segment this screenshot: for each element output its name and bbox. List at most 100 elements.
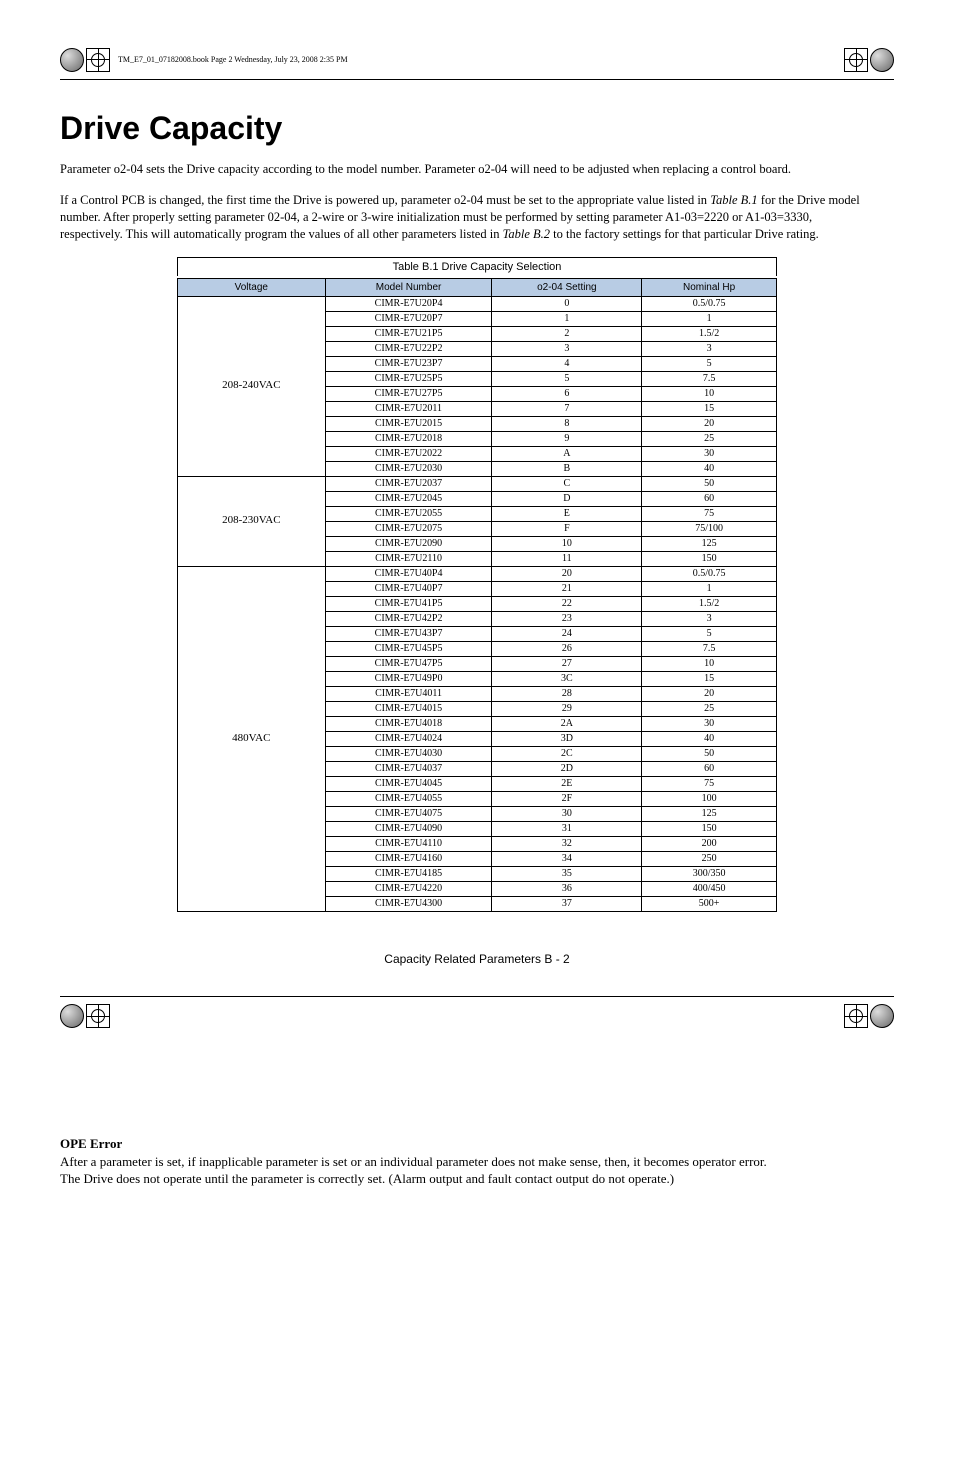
- hp-cell: 75/100: [642, 521, 777, 536]
- capacity-table-wrapper: Table B.1 Drive Capacity Selection Volta…: [177, 257, 777, 912]
- model-cell: CIMR-E7U4160: [325, 851, 492, 866]
- ope-error-title: OPE Error: [60, 1136, 894, 1153]
- table-row: 480VACCIMR-E7U40P4200.5/0.75: [178, 566, 777, 581]
- setting-cell: D: [492, 491, 642, 506]
- hp-cell: 3: [642, 341, 777, 356]
- table-ref-2: Table B.2: [503, 227, 550, 241]
- setting-cell: 37: [492, 896, 642, 911]
- model-cell: CIMR-E7U4030: [325, 746, 492, 761]
- hp-cell: 0.5/0.75: [642, 296, 777, 311]
- model-cell: CIMR-E7U2045: [325, 491, 492, 506]
- hp-cell: 125: [642, 536, 777, 551]
- setting-cell: 5: [492, 371, 642, 386]
- setting-cell: 8: [492, 416, 642, 431]
- model-cell: CIMR-E7U4185: [325, 866, 492, 881]
- p2-part3: to the factory settings for that particu…: [550, 227, 819, 241]
- setting-cell: 23: [492, 611, 642, 626]
- crop-sphere-icon: [870, 48, 894, 72]
- hp-cell: 150: [642, 551, 777, 566]
- hp-cell: 25: [642, 431, 777, 446]
- setting-cell: 26: [492, 641, 642, 656]
- setting-cell: 36: [492, 881, 642, 896]
- model-cell: CIMR-E7U4110: [325, 836, 492, 851]
- hp-cell: 1.5/2: [642, 326, 777, 341]
- hp-cell: 50: [642, 746, 777, 761]
- setting-cell: 3C: [492, 671, 642, 686]
- model-cell: CIMR-E7U22P2: [325, 341, 492, 356]
- setting-cell: 21: [492, 581, 642, 596]
- col-model: Model Number: [325, 278, 492, 296]
- hp-cell: 15: [642, 401, 777, 416]
- model-cell: CIMR-E7U23P7: [325, 356, 492, 371]
- hp-cell: 50: [642, 476, 777, 491]
- model-cell: CIMR-E7U4015: [325, 701, 492, 716]
- setting-cell: 31: [492, 821, 642, 836]
- setting-cell: 27: [492, 656, 642, 671]
- model-cell: CIMR-E7U4075: [325, 806, 492, 821]
- hp-cell: 0.5/0.75: [642, 566, 777, 581]
- setting-cell: 2F: [492, 791, 642, 806]
- model-cell: CIMR-E7U4300: [325, 896, 492, 911]
- hp-cell: 30: [642, 716, 777, 731]
- model-cell: CIMR-E7U41P5: [325, 596, 492, 611]
- hp-cell: 1: [642, 581, 777, 596]
- hp-cell: 200: [642, 836, 777, 851]
- hp-cell: 25: [642, 701, 777, 716]
- setting-cell: 20: [492, 566, 642, 581]
- model-cell: CIMR-E7U2018: [325, 431, 492, 446]
- crop-sphere-icon: [60, 1004, 84, 1028]
- hp-cell: 5: [642, 356, 777, 371]
- setting-cell: C: [492, 476, 642, 491]
- p2-part1: If a Control PCB is changed, the first t…: [60, 193, 710, 207]
- hp-cell: 400/450: [642, 881, 777, 896]
- voltage-cell: 208-230VAC: [178, 476, 326, 566]
- setting-cell: 34: [492, 851, 642, 866]
- hp-cell: 10: [642, 386, 777, 401]
- model-cell: CIMR-E7U2110: [325, 551, 492, 566]
- hp-cell: 60: [642, 761, 777, 776]
- ope-error-section: OPE Error After a parameter is set, if i…: [60, 1136, 894, 1189]
- ope-error-p2: The Drive does not operate until the par…: [60, 1171, 894, 1188]
- setting-cell: E: [492, 506, 642, 521]
- setting-cell: 29: [492, 701, 642, 716]
- model-cell: CIMR-E7U2090: [325, 536, 492, 551]
- ope-error-p1: After a parameter is set, if inapplicabl…: [60, 1154, 894, 1171]
- setting-cell: 4: [492, 356, 642, 371]
- hp-cell: 500+: [642, 896, 777, 911]
- setting-cell: 11: [492, 551, 642, 566]
- col-voltage: Voltage: [178, 278, 326, 296]
- hp-cell: 15: [642, 671, 777, 686]
- hp-cell: 7.5: [642, 641, 777, 656]
- table-row: 208-230VACCIMR-E7U2037C50: [178, 476, 777, 491]
- voltage-cell: 208-240VAC: [178, 296, 326, 476]
- hp-cell: 5: [642, 626, 777, 641]
- model-cell: CIMR-E7U4024: [325, 731, 492, 746]
- table-row: 208-240VACCIMR-E7U20P400.5/0.75: [178, 296, 777, 311]
- page-footer: Capacity Related Parameters B - 2: [60, 952, 894, 966]
- hp-cell: 300/350: [642, 866, 777, 881]
- hp-cell: 150: [642, 821, 777, 836]
- hp-cell: 20: [642, 416, 777, 431]
- voltage-cell: 480VAC: [178, 566, 326, 911]
- model-cell: CIMR-E7U47P5: [325, 656, 492, 671]
- model-cell: CIMR-E7U4045: [325, 776, 492, 791]
- crop-target-icon: [844, 1004, 868, 1028]
- model-cell: CIMR-E7U2011: [325, 401, 492, 416]
- setting-cell: 2D: [492, 761, 642, 776]
- model-cell: CIMR-E7U4037: [325, 761, 492, 776]
- setting-cell: 35: [492, 866, 642, 881]
- hp-cell: 20: [642, 686, 777, 701]
- top-crop-marks: TM_E7_01_07182008.book Page 2 Wednesday,…: [60, 40, 894, 80]
- model-cell: CIMR-E7U21P5: [325, 326, 492, 341]
- crop-target-icon: [86, 1004, 110, 1028]
- model-cell: CIMR-E7U42P2: [325, 611, 492, 626]
- table-ref-1: Table B.1: [710, 193, 757, 207]
- hp-cell: 125: [642, 806, 777, 821]
- setting-cell: 3D: [492, 731, 642, 746]
- model-cell: CIMR-E7U25P5: [325, 371, 492, 386]
- setting-cell: 28: [492, 686, 642, 701]
- model-cell: CIMR-E7U40P4: [325, 566, 492, 581]
- setting-cell: A: [492, 446, 642, 461]
- model-cell: CIMR-E7U20P7: [325, 311, 492, 326]
- setting-cell: 0: [492, 296, 642, 311]
